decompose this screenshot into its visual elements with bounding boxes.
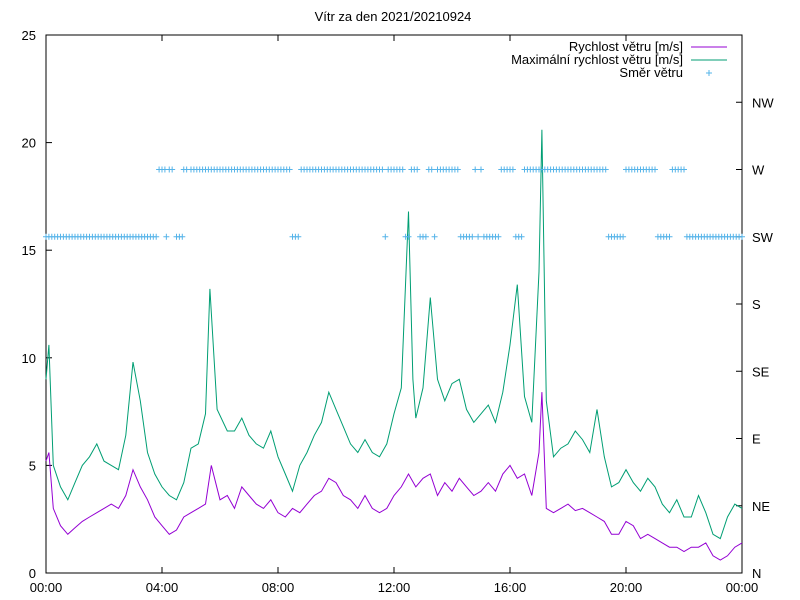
y-tick-label: 5: [29, 458, 36, 473]
direction-point: [286, 166, 293, 173]
y-tick-label: 15: [22, 243, 36, 258]
x-tick-label: 20:00: [610, 580, 643, 595]
direction-point: [472, 166, 479, 173]
direction-point: [431, 233, 438, 240]
x-tick-label: 00:00: [30, 580, 63, 595]
y2-tick-label: E: [752, 432, 761, 447]
y2-tick-label: N: [752, 566, 761, 581]
y-tick-label: 10: [22, 351, 36, 366]
direction-point: [454, 166, 461, 173]
direction-point: [179, 233, 186, 240]
y2-tick-label: SE: [752, 364, 770, 379]
direction-point: [428, 166, 435, 173]
legend-swatch: [706, 70, 712, 76]
y2-tick-label: SW: [752, 230, 774, 245]
direction-point: [495, 233, 502, 240]
direction-point: [169, 166, 176, 173]
direction-point: [509, 166, 516, 173]
direction-point: [666, 233, 673, 240]
direction-point: [620, 233, 627, 240]
direction-point: [414, 166, 421, 173]
direction-point: [739, 233, 745, 240]
direction-point: [478, 166, 484, 173]
x-tick-label: 16:00: [494, 580, 527, 595]
x-tick-label: 00:00: [726, 580, 759, 595]
series-line: [45, 392, 743, 561]
direction-point: [469, 233, 476, 240]
direction-point: [681, 166, 687, 173]
direction-point: [153, 233, 160, 240]
y-tick-label: 20: [22, 136, 36, 151]
direction-point: [405, 233, 412, 240]
y2-tick-label: NW: [752, 95, 774, 110]
direction-point: [422, 233, 429, 240]
direction-point: [652, 166, 658, 173]
plot-frame: [45, 34, 743, 574]
axes: 00:00 04:00 08:00 12:00 16:00 20:00 00:0005101…: [22, 28, 775, 595]
x-tick-label: 08:00: [262, 580, 295, 595]
y-tick-label: 25: [22, 28, 36, 43]
legend-label: Maximální rychlost větru [m/s]: [511, 52, 683, 67]
x-tick-label: 04:00: [146, 580, 179, 595]
series-line: [45, 129, 743, 540]
x-tick-label: 12:00: [378, 580, 411, 595]
direction-point: [163, 233, 170, 240]
y2-tick-label: NE: [752, 499, 770, 514]
direction-point: [379, 166, 386, 173]
legend: Rychlost větru [m/s]Maximální rychlost v…: [511, 39, 727, 80]
direction-point: [295, 233, 302, 240]
direction-point: [602, 166, 609, 173]
direction-point: [399, 166, 406, 173]
direction-point: [518, 233, 525, 240]
direction-point: [475, 233, 482, 240]
legend-label: Směr větru: [619, 65, 683, 80]
y2-tick-label: W: [752, 163, 765, 178]
direction-point: [382, 233, 389, 240]
y-tick-label: 0: [29, 566, 36, 581]
y2-tick-label: S: [752, 297, 761, 312]
legend-label: Rychlost větru [m/s]: [569, 39, 683, 54]
plot-area: [43, 129, 745, 561]
chart-title: Vítr za den 2021/20210924: [315, 9, 472, 24]
